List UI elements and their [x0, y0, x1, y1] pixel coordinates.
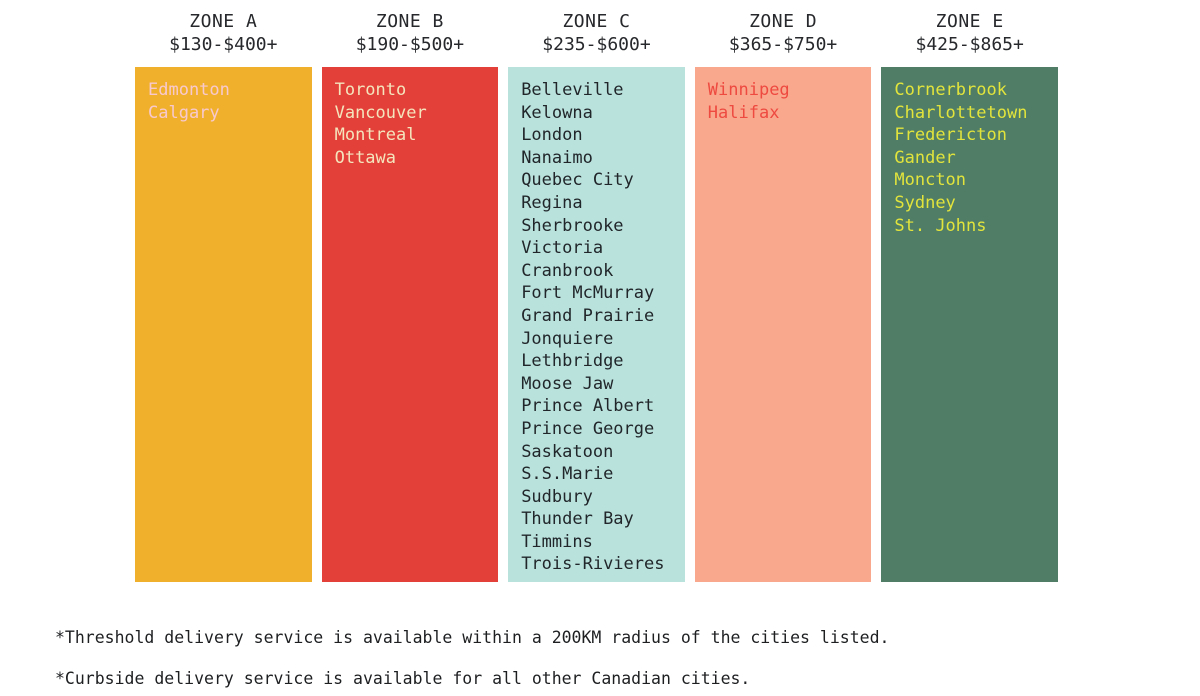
footnotes: *Threshold delivery service is available…	[55, 626, 1200, 691]
city-label: Fredericton	[894, 125, 1007, 146]
city-label: S.S.Marie	[521, 464, 614, 485]
zone-column: ZONE B $190-$500+ Toronto Vancouver Montre…	[321, 10, 499, 582]
city-label: Charlottetown	[894, 102, 1028, 123]
city-label: Fort McMurray	[521, 283, 655, 304]
zone-header: ZONE C $235-$600+	[508, 10, 685, 56]
city-label: Sydney	[894, 192, 956, 213]
city-label: Prince George	[521, 418, 655, 439]
zone-header: ZONE D $365-$750+	[695, 10, 872, 56]
zone-city-list: Cornerbrook Charlottetown Fredericton Gande…	[881, 67, 1058, 582]
city-label: Lethbridge	[521, 351, 624, 372]
footnote-curbside-delivery: *Curbside delivery service is available …	[55, 669, 751, 688]
city-label: Sudbury	[521, 486, 593, 507]
city-label: Thunder Bay	[521, 509, 634, 530]
city-label: Halifax	[707, 102, 780, 123]
zones-row: ZONE A $130-$400+ Edmonton Calgary ZONE B…	[135, 0, 1058, 582]
city-label: London	[521, 125, 583, 146]
city-label: Trois-Rivieres	[521, 554, 665, 575]
zone-column: ZONE D $365-$750+ Winnipeg Halifax	[694, 10, 872, 582]
zone-name: ZONE E	[935, 11, 1004, 32]
zone-city-list: Winnipeg Halifax	[694, 67, 872, 582]
city-label: Jonquiere	[521, 328, 614, 349]
city-label: Victoria	[521, 238, 604, 259]
city-label: Edmonton	[148, 80, 230, 100]
city-label: Prince Albert	[521, 396, 655, 417]
zone-header: ZONE E $425-$865+	[881, 10, 1058, 56]
zone-price-range: $190-$500+	[355, 34, 465, 55]
city-label: Quebec City	[521, 170, 634, 191]
city-label: Ottawa	[334, 147, 397, 168]
zone-price-range: $130-$400+	[169, 34, 278, 55]
zone-column: ZONE A $130-$400+ Edmonton Calgary	[135, 10, 312, 582]
zone-price-range: $425-$865+	[915, 34, 1024, 55]
city-label: St. Johns	[894, 215, 987, 236]
city-label: Belleville	[521, 80, 624, 100]
city-label: Gander	[894, 147, 956, 168]
city-label: Cranbrook	[521, 260, 614, 281]
zone-header: ZONE B $190-$500+	[322, 10, 499, 56]
city-label: Saskatoon	[521, 441, 614, 462]
zone-column: ZONE E $425-$865+ Cornerbrook Charlotteto…	[881, 10, 1058, 582]
city-label: Winnipeg	[707, 80, 790, 100]
city-label: Kelowna	[521, 102, 593, 123]
zone-city-list: Toronto Vancouver Montreal Ottawa	[321, 67, 499, 582]
footnote-threshold-delivery: *Threshold delivery service is available…	[55, 628, 890, 647]
zone-name: ZONE B	[375, 11, 444, 32]
city-label: Timmins	[521, 531, 593, 552]
city-label: Nanaimo	[521, 147, 593, 168]
zone-name: ZONE A	[189, 11, 258, 32]
zone-header: ZONE A $130-$400+	[135, 10, 312, 56]
city-label: Vancouver	[334, 102, 427, 123]
zone-city-list: Belleville Kelowna London Nanaimo Quebec Cit…	[508, 67, 685, 582]
zone-name: ZONE C	[562, 11, 631, 32]
city-label: Moncton	[894, 170, 967, 191]
zone-price-range: $235-$600+	[542, 34, 651, 55]
city-label: Calgary	[148, 102, 220, 123]
city-label: Sherbrooke	[521, 215, 624, 236]
zone-name: ZONE D	[749, 11, 818, 32]
city-label: Regina	[521, 192, 583, 213]
city-label: Montreal	[334, 125, 417, 146]
city-label: Moose Jaw	[521, 373, 614, 394]
city-label: Cornerbrook	[894, 80, 1007, 100]
city-label: Grand Prairie	[521, 305, 655, 326]
zone-price-range: $365-$750+	[728, 34, 838, 55]
zone-column: ZONE C $235-$600+ Belleville Kelowna Londo…	[508, 10, 685, 582]
city-label: Toronto	[334, 80, 407, 100]
zone-city-list: Edmonton Calgary	[135, 67, 312, 582]
